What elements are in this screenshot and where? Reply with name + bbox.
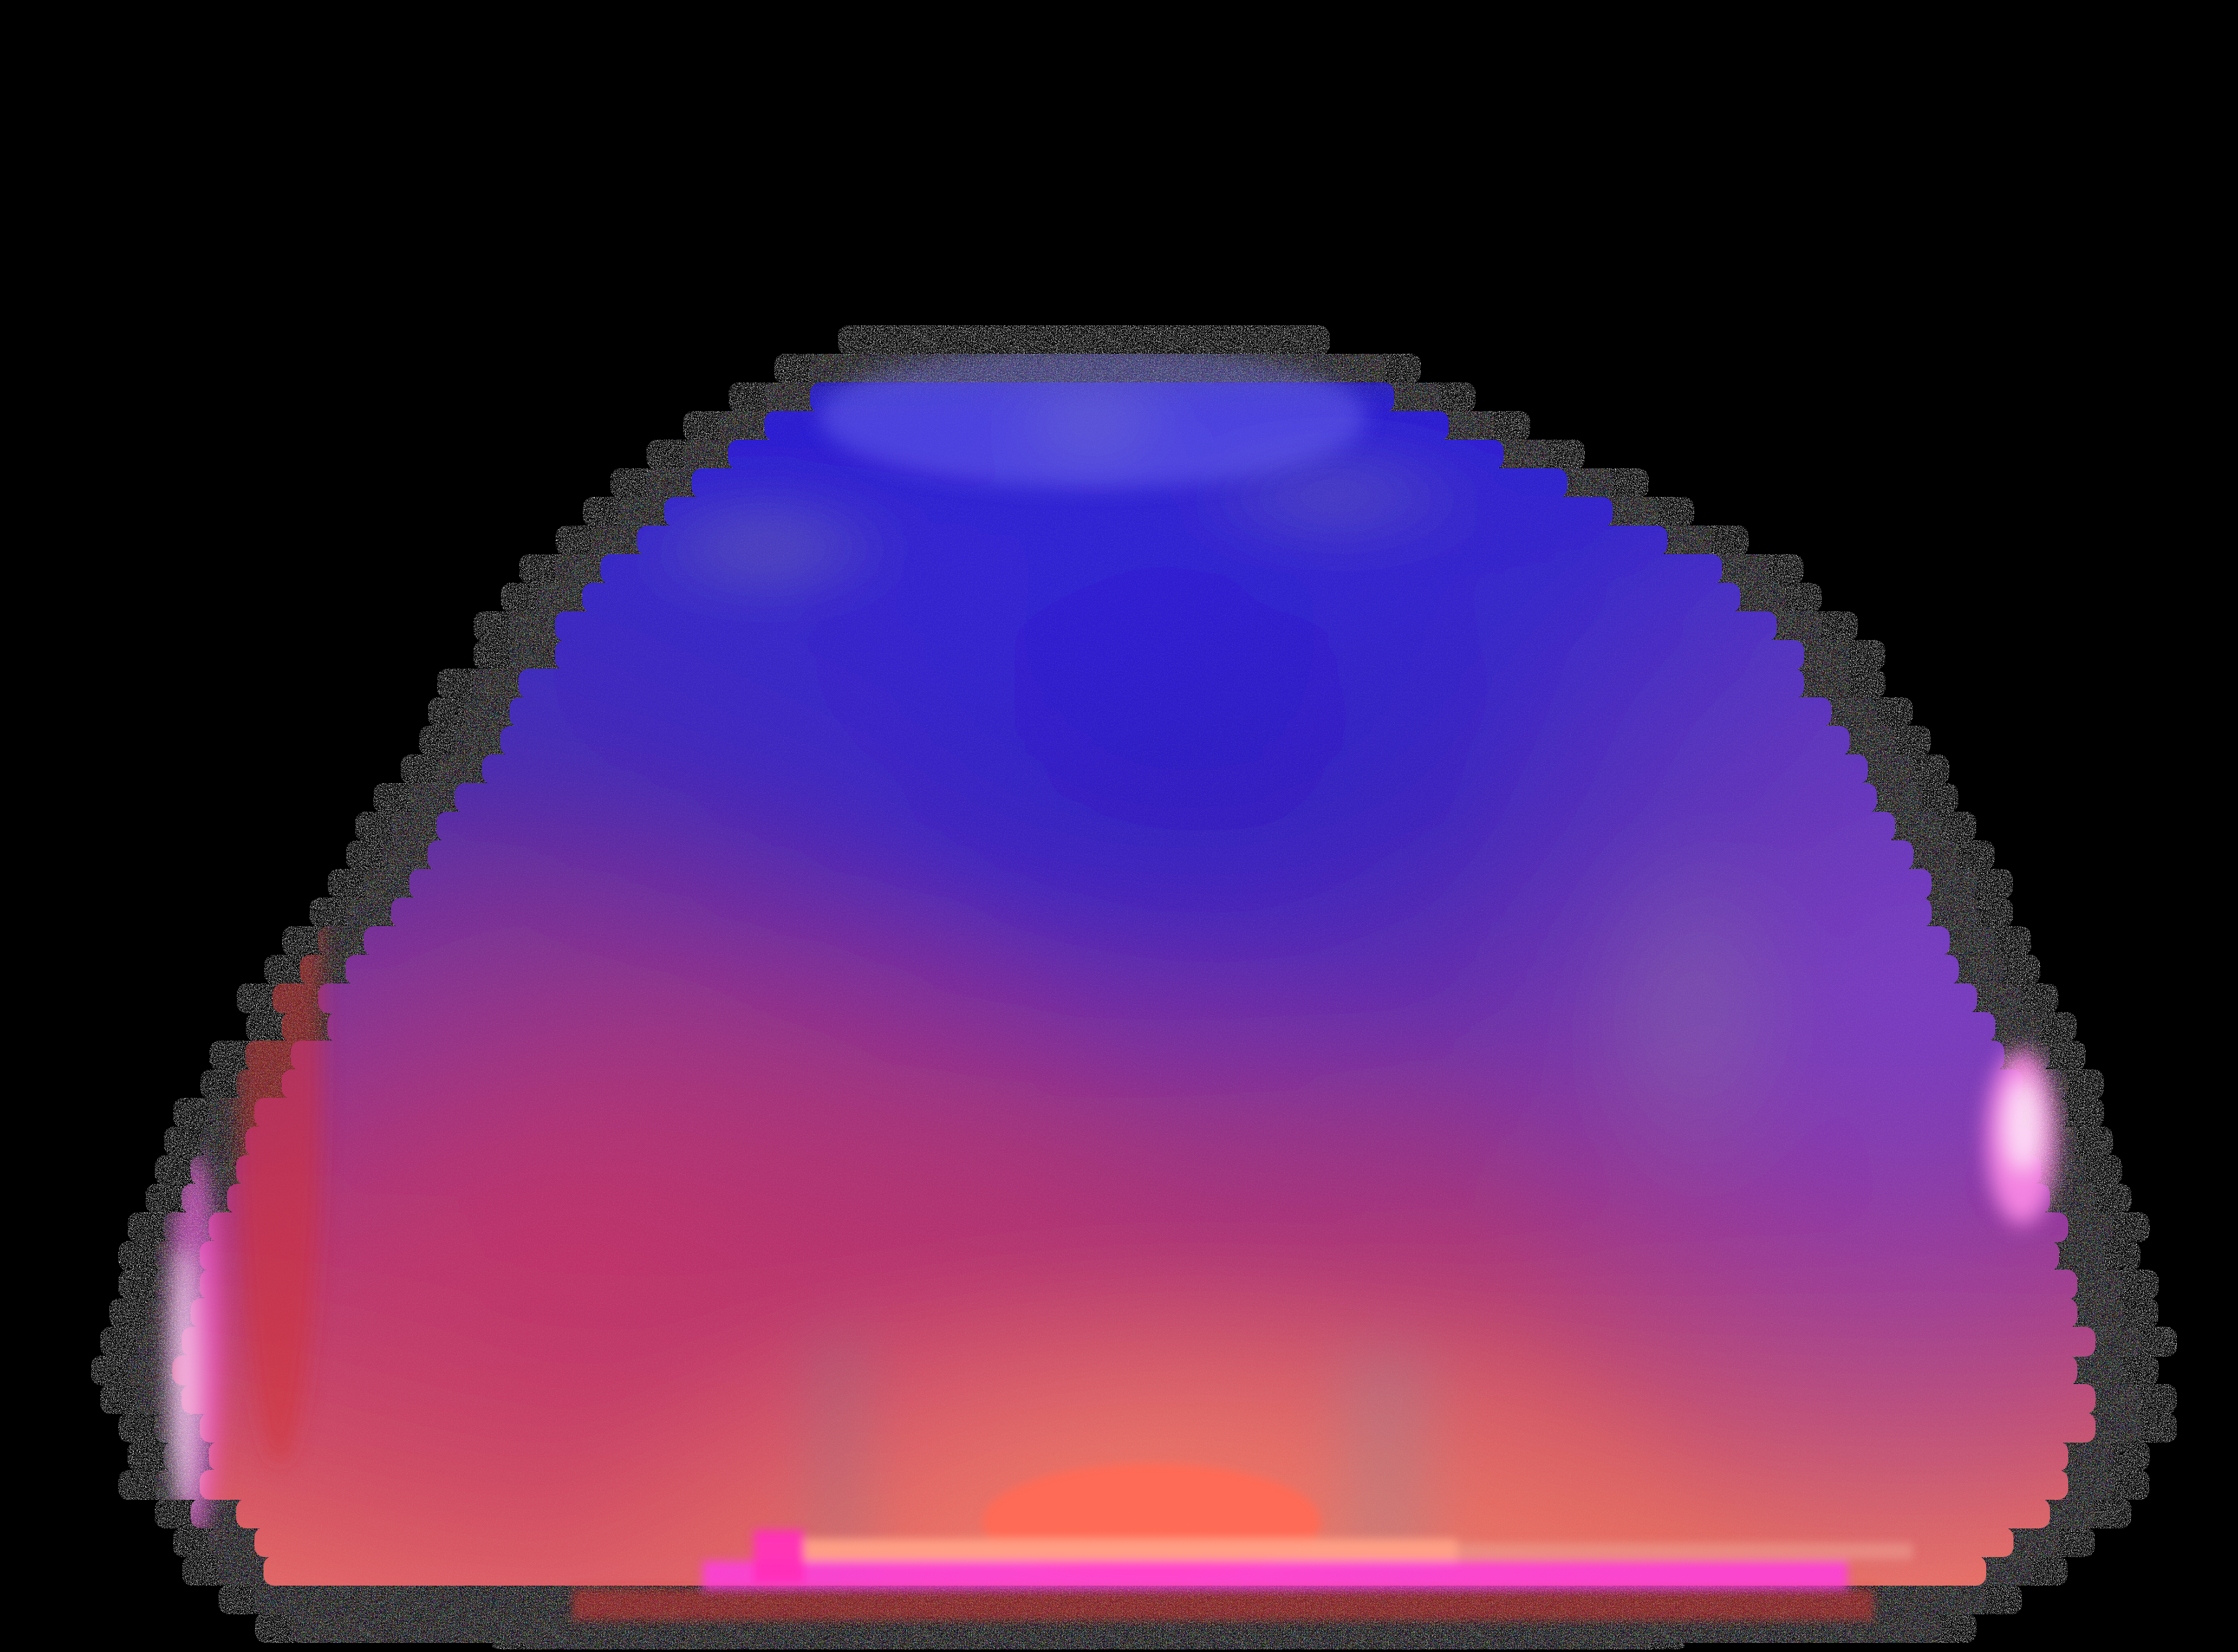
red-edge-left <box>237 618 322 1463</box>
bottom-bands <box>573 1463 1913 1621</box>
white-core-left <box>169 1249 198 1509</box>
hot-pink-blob <box>753 1530 804 1583</box>
red-dither-band <box>573 1588 1874 1621</box>
white-core-right <box>2005 1080 2042 1171</box>
salmon-band-ext <box>1457 1543 1913 1560</box>
salmon-band <box>755 1539 1457 1562</box>
edge-highlights <box>167 345 2058 1541</box>
magenta-band <box>703 1561 1848 1590</box>
light-blue-top <box>820 345 1366 488</box>
